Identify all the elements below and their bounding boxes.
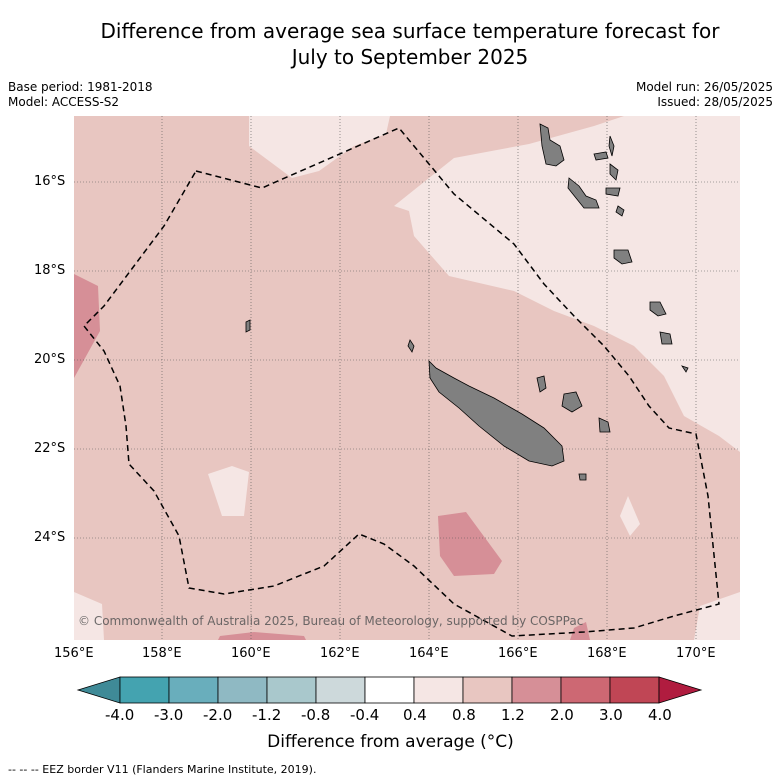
land-lifou <box>561 391 583 413</box>
colorbar-tick: 0.4 <box>403 706 427 724</box>
anomaly-warm-region-central <box>438 512 502 576</box>
title-line-2: July to September 2025 <box>291 45 529 69</box>
land-pentecost-north <box>608 135 615 157</box>
anomaly-light-region-north <box>249 116 390 178</box>
colorbar-tick: -2.0 <box>203 706 233 724</box>
base-period: Base period: 1981-2018 <box>8 80 153 94</box>
lon-label-158e: 158°E <box>142 646 182 661</box>
lon-label-168e: 168°E <box>587 646 627 661</box>
colorbar-tick: 1.2 <box>501 706 525 724</box>
anomaly-light-region-tiny <box>620 496 640 536</box>
colorbar-segment <box>119 676 170 704</box>
lon-label-166e: 166°E <box>498 646 538 661</box>
issued-date: Issued: 28/05/2025 <box>657 95 773 109</box>
land-aneityum <box>681 365 689 373</box>
anomaly-warm-region-se <box>570 622 590 640</box>
colorbar-extend-low <box>76 676 121 704</box>
anomaly-light-region-se <box>694 592 740 640</box>
anomaly-light-region-small <box>208 466 249 516</box>
land-belep <box>407 339 415 353</box>
colorbar-segment <box>315 676 366 704</box>
colorbar-tick: -0.4 <box>350 706 380 724</box>
eez-border <box>82 127 720 637</box>
colorbar-tick: 3.0 <box>599 706 623 724</box>
land-ouvea <box>536 375 547 393</box>
land-epi <box>615 205 625 217</box>
lat-label-18s: 18°S <box>34 263 66 278</box>
title-line-1: Difference from average sea surface temp… <box>100 19 720 43</box>
colorbar <box>76 676 703 704</box>
anomaly-warm-region-south <box>218 632 306 640</box>
land-erromango <box>649 301 667 317</box>
model-name: Model: ACCESS-S2 <box>8 95 120 109</box>
landmasses <box>245 123 689 481</box>
lat-label-16s: 16°S <box>34 174 66 189</box>
model-run: Model run: 26/05/2025 <box>635 80 773 94</box>
meta-right: Model run: 26/05/2025 Issued: 28/05/2025 <box>636 80 773 110</box>
lat-label-24s: 24°S <box>34 530 66 545</box>
colorbar-tick: 0.8 <box>452 706 476 724</box>
lat-label-22s: 22°S <box>34 441 66 456</box>
colorbar-label: Difference from average (°C) <box>267 732 514 752</box>
sst-map-svg <box>74 116 740 640</box>
colorbar-segment <box>217 676 268 704</box>
colorbar-tick: -0.8 <box>301 706 331 724</box>
land-mare <box>598 417 611 433</box>
land-new-caledonia <box>428 359 565 467</box>
land-chesterfield <box>245 319 251 333</box>
land-efate <box>613 249 633 265</box>
land-pentecost <box>609 163 619 181</box>
land-tanna <box>659 331 673 345</box>
lon-label-162e: 162°E <box>320 646 360 661</box>
lon-label-160e: 160°E <box>231 646 271 661</box>
colorbar-segment <box>560 676 611 704</box>
colorbar-tick: -4.0 <box>105 706 135 724</box>
colorbar-segment <box>462 676 513 704</box>
land-isle-of-pines <box>578 473 587 481</box>
colorbar-tick: -3.0 <box>154 706 184 724</box>
colorbar-extend-high <box>658 676 703 704</box>
lon-label-164e: 164°E <box>409 646 449 661</box>
land-malekula <box>567 177 600 209</box>
colorbar-segment <box>609 676 660 704</box>
eez-legend: -- -- -- EEZ border V11 (Flanders Marine… <box>8 763 317 776</box>
land-ambrym <box>605 187 621 197</box>
colorbar-segment <box>364 676 415 704</box>
sst-map <box>74 116 740 640</box>
colorbar-tick: 2.0 <box>550 706 574 724</box>
anomaly-light-region-east <box>394 116 740 452</box>
copyright-notice: © Commonwealth of Australia 2025, Bureau… <box>78 614 584 628</box>
map-title: Difference from average sea surface temp… <box>40 18 780 70</box>
colorbar-tick: 4.0 <box>648 706 672 724</box>
colorbar-segment <box>413 676 464 704</box>
grid-lines <box>74 116 740 640</box>
colorbar-tick: -1.2 <box>252 706 282 724</box>
land-espiritu-santo <box>539 123 565 167</box>
anomaly-light-region-sw <box>74 592 104 640</box>
colorbar-segment <box>168 676 219 704</box>
colorbar-segment <box>511 676 562 704</box>
lon-label-156e: 156°E <box>54 646 94 661</box>
meta-left: Base period: 1981-2018 Model: ACCESS-S2 <box>8 80 153 110</box>
lat-label-20s: 20°S <box>34 352 66 367</box>
colorbar-segment <box>266 676 317 704</box>
lon-label-170e: 170°E <box>676 646 716 661</box>
land-maewo <box>593 151 609 161</box>
anomaly-warm-region-west <box>74 274 100 378</box>
